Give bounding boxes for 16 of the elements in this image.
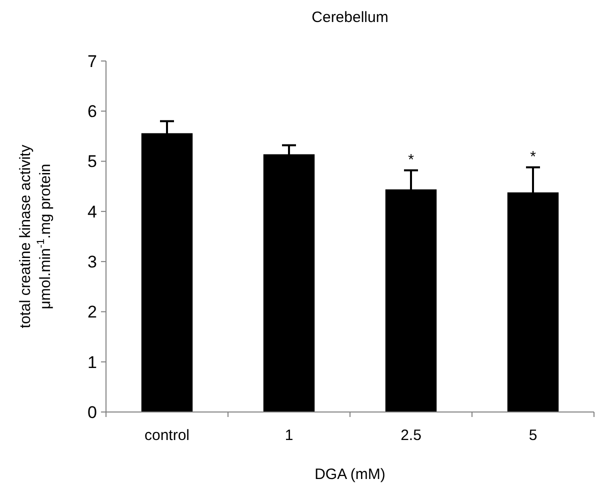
y-tick-label: 0	[88, 402, 97, 422]
x-tick-label: 5	[528, 427, 538, 444]
y-tick-label: 5	[88, 152, 97, 172]
y-tick-label: 4	[88, 202, 97, 222]
y-tick-label: 7	[88, 52, 97, 71]
x-tick-label: control	[144, 427, 190, 444]
y-tick-label: 2	[88, 302, 97, 322]
annotation: *	[408, 151, 414, 168]
x-tick-label: 1	[284, 427, 294, 444]
y-tick-label: 1	[88, 352, 97, 372]
y-tick-label: 6	[88, 102, 97, 122]
x-tick-label: 2.5	[400, 427, 422, 444]
annotation: *	[530, 148, 536, 166]
x-axis-title: DGA (mM)	[314, 466, 386, 483]
y-tick-label: 3	[88, 252, 97, 272]
chart-title: Cerebellum	[312, 9, 388, 26]
